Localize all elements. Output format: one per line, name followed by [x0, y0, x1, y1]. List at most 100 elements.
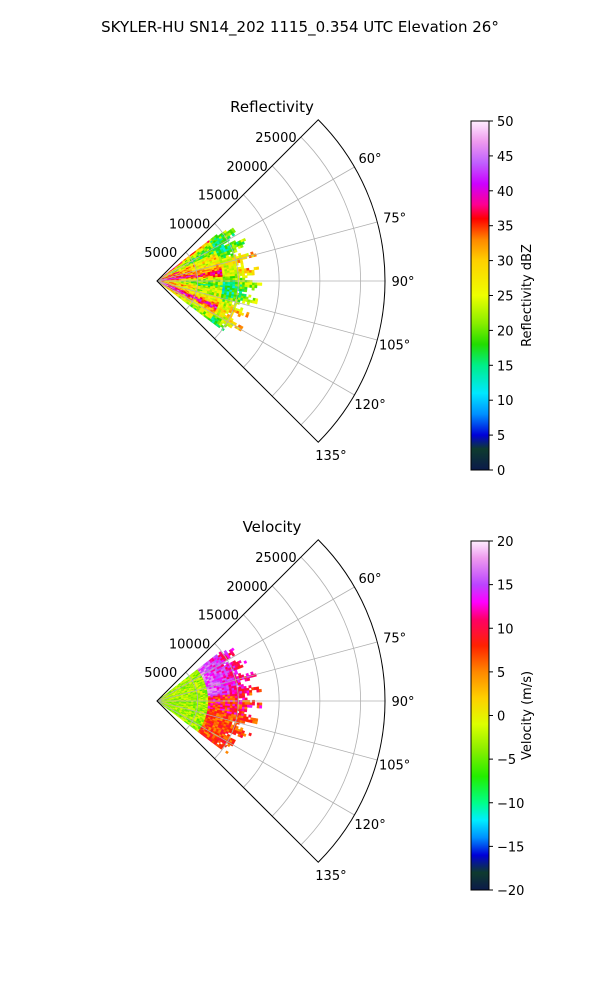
radar-gate [248, 685, 252, 689]
radar-gate [252, 699, 255, 703]
radar-gate [229, 276, 233, 279]
colorbar-tick-label: −20 [497, 884, 524, 899]
range-tick-label: 20000 [226, 160, 267, 175]
radar-gate [251, 287, 255, 291]
radar-gate [246, 692, 250, 696]
azimuth-tick-label: 60° [359, 152, 382, 167]
radar-gate [237, 313, 242, 318]
azimuth-tick-label: 135° [315, 869, 346, 884]
colorbar-label: Velocity (m/s) [520, 671, 535, 760]
figure-suptitle: SKYLER-HU SN14_202 1115_0.354 UTC Elevat… [101, 18, 499, 37]
radar-gate [229, 274, 233, 277]
velocity-panel: Velocity 60° 75° 90° 105° 120° 135° 5000 10000 15… [144, 518, 535, 899]
radar-gate [232, 229, 236, 234]
radar-gate [224, 283, 229, 287]
radar-gate [227, 701, 231, 705]
radar-gate [242, 237, 247, 242]
radar-gate [247, 280, 251, 283]
radar-gate [254, 282, 258, 286]
radar-gate [212, 278, 216, 281]
radar-gate [254, 720, 258, 725]
radar-gate [231, 652, 236, 657]
colorbar-tick-label: 0 [497, 710, 505, 725]
radar-gate [239, 702, 243, 705]
reflectivity-panel: Reflectivity60°75°90°105°120°135°5000100… [144, 98, 535, 479]
range-tick-label: 5000 [144, 246, 177, 261]
radar-gate [251, 272, 255, 276]
radar-gate [227, 655, 231, 660]
radar-gate [259, 702, 263, 706]
range-tick-label: 10000 [169, 637, 210, 652]
azimuth-tick-label: 75° [383, 211, 406, 226]
radar-gate [239, 273, 243, 277]
radar-gate [234, 282, 238, 285]
radar-gate [241, 288, 245, 292]
range-tick-label: 5000 [144, 666, 177, 681]
radar-gate [251, 284, 255, 289]
radar-gate [227, 696, 231, 699]
radar-gate [239, 664, 244, 669]
colorbar-tick-label: −10 [497, 797, 524, 812]
radar-gate [227, 276, 231, 279]
radar-gate [245, 314, 249, 318]
radar-gate [229, 702, 233, 705]
radar-gate [212, 277, 216, 280]
radar-gate [254, 300, 258, 305]
radar-gate [244, 702, 248, 706]
azimuth-gridline [156, 280, 378, 341]
radar-gate [234, 704, 238, 707]
azimuth-gridline [156, 586, 355, 702]
radar-gate [221, 327, 225, 332]
colorbar-tick-label: 15 [497, 359, 514, 374]
radar-gate [225, 276, 229, 279]
colorbar-tick-label: 5 [497, 666, 505, 681]
radar-gate [247, 700, 251, 703]
radar-gate [249, 282, 253, 286]
radar-gate [242, 282, 246, 286]
radar-gate [224, 694, 228, 698]
azimuth-tick-label: 135° [315, 449, 346, 464]
radar-gate [240, 312, 245, 317]
radar-gate [251, 269, 255, 273]
radar-gate [242, 704, 246, 708]
radar-gate [259, 705, 263, 709]
azimuth-tick-label: 75° [383, 631, 406, 646]
radar-gate [256, 282, 260, 286]
radar-gate [244, 700, 248, 703]
colorbar-tick-label: 50 [497, 115, 514, 130]
radar-gate [237, 277, 241, 281]
radar-gate [212, 697, 216, 700]
azimuth-tick-label: 105° [379, 339, 410, 354]
radar-gate [219, 746, 223, 750]
colorbar-tick-label: 15 [497, 579, 514, 594]
radar-gate [254, 285, 258, 289]
sector-frame [156, 539, 386, 863]
radar-gate [242, 702, 246, 706]
radar-gate [242, 275, 246, 279]
radar-gate [249, 284, 253, 288]
radar-gate [244, 282, 248, 286]
radar-gate [232, 698, 236, 701]
radar-gate [248, 689, 253, 694]
radar-gate [246, 284, 250, 288]
radar-gate [258, 688, 262, 693]
radar-gate [232, 695, 236, 699]
radar-gate [244, 275, 248, 279]
azimuth-tick-label: 90° [391, 695, 414, 710]
radar-gate [239, 695, 243, 699]
radar-gate [239, 244, 244, 249]
radar-gate [215, 698, 219, 701]
radar-gate [224, 703, 229, 707]
radar-data [156, 647, 263, 755]
radar-gate [249, 704, 253, 708]
azimuth-gridline [156, 700, 378, 761]
radar-gate [205, 698, 209, 701]
radar-gate [237, 660, 242, 664]
range-tick-label: 20000 [226, 580, 267, 595]
radar-gate [210, 698, 214, 701]
radar-gate [239, 282, 243, 285]
range-tick-label: 25000 [255, 551, 296, 566]
azimuth-tick-label: 120° [354, 818, 385, 833]
colorbar-tick-label: 10 [497, 394, 514, 409]
